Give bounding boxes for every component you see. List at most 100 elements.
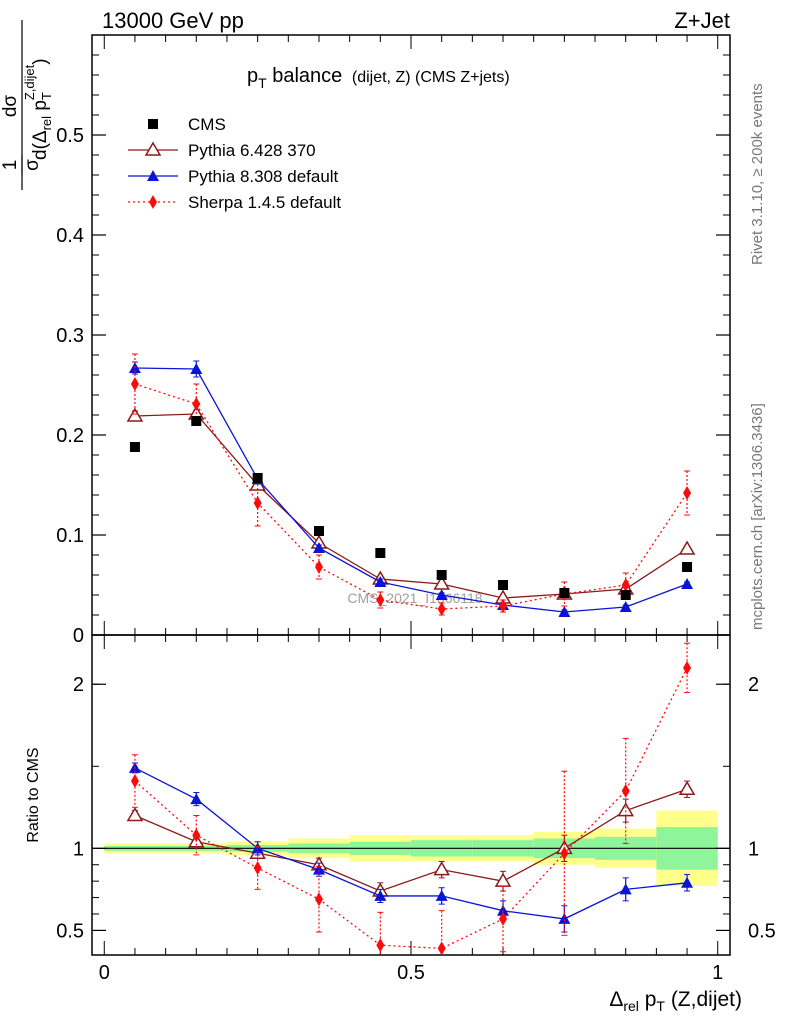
cms-point xyxy=(620,590,631,600)
x-ticks: 0 0.5 1 xyxy=(99,35,723,984)
ratio-tick-label-right: 0.5 xyxy=(748,920,776,942)
main-series xyxy=(126,353,696,617)
title-p: p xyxy=(247,65,258,87)
y-axis-label: dσ 1 σ d(Δrel pTZ,dijet) xyxy=(0,20,54,190)
legend-label-py6: Pythia 6.428 370 xyxy=(188,141,316,160)
ylabel-pre: 1 xyxy=(0,160,21,171)
sherpa-point xyxy=(130,377,139,391)
ylabel-sigma: σ xyxy=(22,159,43,171)
legend-marker-py6 xyxy=(144,141,162,156)
title-main: balance xyxy=(267,65,343,87)
py8-point xyxy=(558,912,571,924)
y-tick-label: 0.4 xyxy=(56,225,84,247)
py8-point xyxy=(435,889,448,901)
y-tick-label: 0 xyxy=(73,625,84,647)
py8-point xyxy=(190,363,203,374)
title-small: (dijet, Z) (CMS Z+jets) xyxy=(352,69,510,86)
sherpa-point xyxy=(437,941,446,956)
ratio-tick-label-left: 0.5 xyxy=(56,920,84,942)
ylabel-ratio: Ratio to CMS xyxy=(25,747,42,842)
mcplots-label: mcplots.cern.ch [arXiv:1306.3436] xyxy=(749,403,766,630)
plot-title: pT balance (dijet, Z) (CMS Z+jets) xyxy=(247,65,510,91)
py8-point xyxy=(681,876,694,888)
sherpa-point xyxy=(376,938,385,953)
cms-point xyxy=(313,526,324,536)
py6-point xyxy=(617,802,635,817)
title-sub: T xyxy=(258,75,267,91)
x-tick-label: 0 xyxy=(99,962,110,984)
ratio-tick-label-left: 1 xyxy=(73,838,84,860)
x-axis-label: Δrel pT (Z,dijet) xyxy=(609,988,742,1014)
py8-line xyxy=(134,367,688,613)
legend-marker-py8 xyxy=(147,170,159,181)
py8-point xyxy=(558,606,571,617)
sherpa-point xyxy=(560,846,569,861)
legend-label-sherpa: Sherpa 1.4.5 default xyxy=(188,193,341,212)
sherpa-point xyxy=(376,593,385,607)
py6-point xyxy=(433,861,450,876)
sherpa-point xyxy=(314,560,323,574)
legend-marker-sherpa xyxy=(149,195,157,209)
legend: CMS Pythia 6.428 370 Pythia 8.308 default S… xyxy=(128,115,341,212)
cms-point xyxy=(129,442,140,452)
ratio-tick-label-right: 2 xyxy=(748,674,759,696)
cms-point xyxy=(436,570,447,580)
ratio-series xyxy=(126,642,696,956)
rivet-label: Rivet 3.1.10, ≥ 200k events xyxy=(749,83,766,265)
ratio-ticks: 0.5 0.5 1 1 2 2 xyxy=(56,674,776,942)
py8-point xyxy=(312,863,325,875)
py8-point xyxy=(312,542,325,553)
sherpa-point xyxy=(621,783,630,798)
y-tick-label: 0.2 xyxy=(56,425,84,447)
py6-line xyxy=(134,413,688,599)
legend-marker-cms xyxy=(148,119,158,129)
sherpa-line xyxy=(134,667,688,950)
cms-point xyxy=(191,416,202,426)
sherpa-point xyxy=(253,496,262,510)
cms-point xyxy=(559,588,570,598)
sherpa-point xyxy=(621,578,630,592)
legend-label-py8: Pythia 8.308 default xyxy=(188,167,339,186)
ylabel-num: dσ xyxy=(0,95,21,118)
py8-point xyxy=(619,883,632,895)
sherpa-point xyxy=(683,486,692,500)
sherpa-point xyxy=(499,911,508,926)
x-tick-label: 1 xyxy=(712,962,723,984)
header-left: 13000 GeV pp xyxy=(102,8,244,33)
y-tick-label: 0.3 xyxy=(56,325,84,347)
y-tick-label: 0.1 xyxy=(56,525,84,547)
py8-point xyxy=(374,576,387,587)
sherpa-point xyxy=(130,774,139,789)
cms-point xyxy=(498,580,509,590)
sherpa-point xyxy=(314,892,323,907)
sherpa-point xyxy=(192,397,201,411)
py8-line xyxy=(134,767,688,920)
sherpa-point xyxy=(192,828,201,843)
py6-point xyxy=(126,807,144,822)
sherpa-point xyxy=(253,861,262,876)
header-right: Z+Jet xyxy=(674,8,730,33)
py8-point xyxy=(435,589,448,600)
ratio-tick-label-left: 2 xyxy=(73,674,84,696)
py6-point xyxy=(126,407,144,422)
py8-point xyxy=(374,889,387,901)
ylabel-den: d(Δrel pTZ,dijet) xyxy=(22,58,54,160)
py8-point xyxy=(681,578,694,589)
y-tick-label: 0.5 xyxy=(56,125,84,147)
sherpa-point xyxy=(499,599,508,613)
sherpa-point xyxy=(437,602,446,616)
x-tick-label: 0.5 xyxy=(397,962,425,984)
py6-point xyxy=(678,540,696,555)
main-ticks: 0 0.1 0.2 0.3 0.4 0.5 xyxy=(56,54,730,647)
cms-point xyxy=(375,548,386,558)
sherpa-point xyxy=(683,660,692,675)
legend-label-cms: CMS xyxy=(188,115,226,134)
sherpa-line xyxy=(134,383,688,610)
py8-point xyxy=(190,793,203,805)
ratio-tick-label-right: 1 xyxy=(748,838,759,860)
py6-line xyxy=(134,788,688,892)
py6-point xyxy=(678,780,696,796)
cms-point xyxy=(252,473,263,483)
cms-point xyxy=(682,562,693,572)
